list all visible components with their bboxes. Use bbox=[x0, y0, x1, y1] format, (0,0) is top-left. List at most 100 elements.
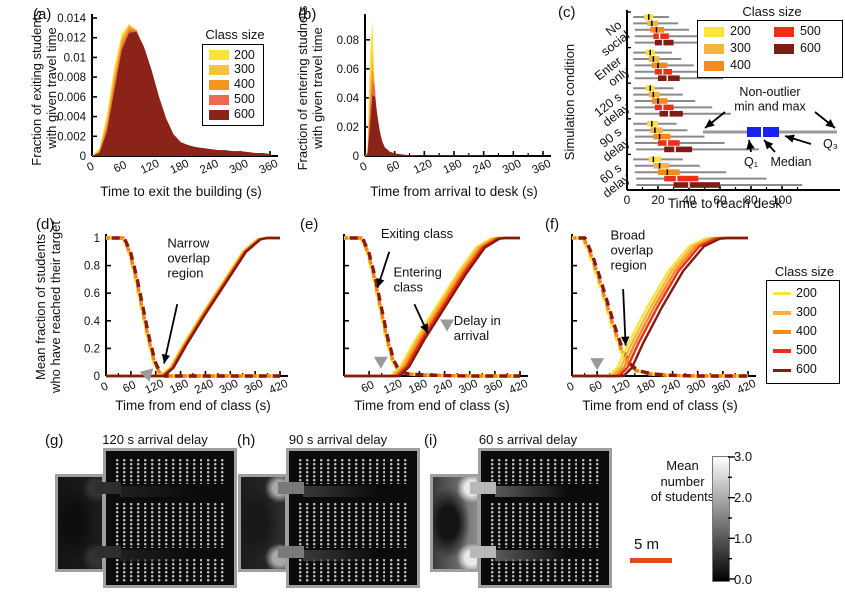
x-tick-label: 120 bbox=[382, 378, 404, 397]
legend-label: 400 bbox=[730, 58, 751, 73]
legend-entry-600: 600 bbox=[209, 106, 257, 122]
histogram-series-600 bbox=[365, 94, 543, 156]
panel-h-title: 90 s arrival delay bbox=[288, 432, 388, 447]
curve-enter-600 bbox=[344, 236, 520, 378]
panel-a-legend: 200 300 400 500 600 bbox=[202, 44, 264, 126]
curve-exit-200 bbox=[572, 236, 748, 378]
panel-c-legend: 200 300 400 500 600 bbox=[697, 20, 843, 78]
inset-top-label: Non-outlier bbox=[739, 85, 800, 99]
x-tick-label: 120 bbox=[143, 378, 165, 397]
x-tick-label: 120 bbox=[139, 158, 161, 177]
annotation-text: arrival bbox=[454, 328, 490, 343]
x-tick-label: 300 bbox=[228, 158, 250, 177]
corridor-flow-streak bbox=[303, 486, 385, 497]
panel-b-plot: 0 60 120 180 240 300 360 0 0.02 0.04 0.06 0.08 bbox=[337, 14, 553, 177]
legend-label: 200 bbox=[234, 47, 255, 62]
heatmap-90s-delay bbox=[238, 448, 420, 588]
lobby-floor bbox=[238, 474, 288, 572]
corridor bbox=[278, 482, 304, 494]
histogram-series-200 bbox=[365, 20, 543, 157]
colorbar-title: Mean number of students bbox=[650, 458, 715, 505]
colorbar-ticks bbox=[728, 456, 735, 580]
y-tick-label: 0.01 bbox=[64, 52, 86, 64]
corridor bbox=[470, 482, 496, 494]
legend-label: 200 bbox=[730, 23, 751, 38]
legend-label: 400 bbox=[796, 324, 817, 339]
x-tick-label: 360 bbox=[531, 158, 553, 177]
panel-f-xlabel: Time from end of class (s) bbox=[582, 398, 738, 413]
corridor-flow-streak bbox=[303, 550, 385, 561]
legend-swatch bbox=[773, 349, 791, 353]
legend-entry-600: 600 bbox=[774, 40, 836, 57]
legend-swatch bbox=[773, 311, 791, 315]
legend-swatch bbox=[773, 330, 791, 334]
legend-swatch bbox=[209, 65, 229, 76]
curve-enter-300 bbox=[572, 236, 748, 378]
annotation-arrowhead bbox=[825, 119, 835, 128]
x-tick-label: 0 bbox=[624, 193, 631, 207]
desk-block bbox=[390, 503, 410, 548]
colorbar-tick-2: 2.0 bbox=[734, 490, 753, 505]
legend-swatch bbox=[209, 50, 229, 61]
legend-entry-400: 400 bbox=[773, 324, 833, 339]
inset-q3-label: Q₃ bbox=[823, 137, 838, 151]
legend-label: 400 bbox=[234, 77, 255, 92]
desk-block bbox=[582, 559, 602, 583]
x-tick-label: 420 bbox=[736, 378, 758, 397]
y-tick-label: 0.012 bbox=[57, 33, 86, 45]
legend-swatch bbox=[209, 94, 229, 105]
x-tick-label: 180 bbox=[635, 378, 657, 397]
legend-swatch bbox=[774, 43, 794, 54]
panel-c-legend-title: Class size bbox=[742, 4, 802, 19]
x-tick-label: 100 bbox=[772, 193, 792, 207]
delay-marker-triangle bbox=[440, 319, 455, 332]
panel-f-letter: (f) bbox=[545, 216, 560, 233]
x-tick-label: 240 bbox=[660, 378, 682, 397]
corridor-flow-streak bbox=[120, 550, 202, 561]
desk-block bbox=[116, 503, 202, 548]
x-tick-label: 120 bbox=[610, 378, 632, 397]
corridor bbox=[470, 546, 496, 558]
box-Enter-only-600 bbox=[658, 75, 680, 81]
curve-enter-600 bbox=[572, 236, 748, 378]
legend-entry-300: 300 bbox=[704, 40, 766, 57]
y-tick-label: 0.014 bbox=[57, 13, 86, 25]
scalebar bbox=[630, 558, 672, 563]
scalebar-label: 5 m bbox=[634, 536, 660, 553]
curve-enter-500 bbox=[572, 236, 748, 378]
y-tick-label: 0.6 bbox=[84, 288, 100, 300]
panel-d-xlabel: Time from end of class (s) bbox=[115, 398, 271, 413]
colorbar-tick-3: 3.0 bbox=[734, 449, 753, 464]
legend-swatch bbox=[773, 368, 791, 373]
corridor bbox=[95, 546, 121, 558]
lobby-floor bbox=[55, 474, 105, 572]
curve-exit-400 bbox=[573, 236, 748, 378]
annotation-arrow bbox=[163, 304, 179, 364]
x-tick-label: 240 bbox=[471, 158, 493, 177]
desk-block bbox=[207, 459, 227, 484]
y-tick-label: 0.008 bbox=[57, 72, 86, 84]
panel-d-plot: 0 60 120 180 240 300 360 420 0 0.2 0.4 0.6 0.8 1 Narro… bbox=[84, 233, 290, 397]
legend-label: 300 bbox=[730, 41, 751, 56]
legend-label: 600 bbox=[234, 106, 255, 121]
legend-entry-300: 300 bbox=[209, 63, 257, 77]
box-90-s-delay-200 bbox=[647, 121, 658, 127]
y-tick-label: 0.004 bbox=[57, 112, 86, 124]
desk-block bbox=[207, 559, 227, 583]
y-tick-label: 0.02 bbox=[337, 122, 359, 134]
legend-swatch bbox=[704, 43, 724, 54]
x-tick-label: 240 bbox=[432, 378, 454, 397]
panel-h-letter: (h) bbox=[237, 432, 256, 449]
inset-q1-label: Q₁ bbox=[744, 155, 758, 169]
box-No-social-500 bbox=[653, 33, 669, 39]
x-tick-label: 300 bbox=[218, 378, 240, 397]
box-60-s-delay-600 bbox=[673, 182, 720, 188]
legend-entry-200: 200 bbox=[209, 47, 257, 63]
legend-label: 300 bbox=[234, 62, 255, 77]
panel-i-title: 60 s arrival delay bbox=[478, 432, 578, 447]
legend-entry-200: 200 bbox=[773, 286, 833, 301]
box-90-s-delay-400 bbox=[653, 133, 671, 140]
box-60-s-delay-500 bbox=[664, 175, 699, 182]
desk-block bbox=[299, 559, 385, 583]
